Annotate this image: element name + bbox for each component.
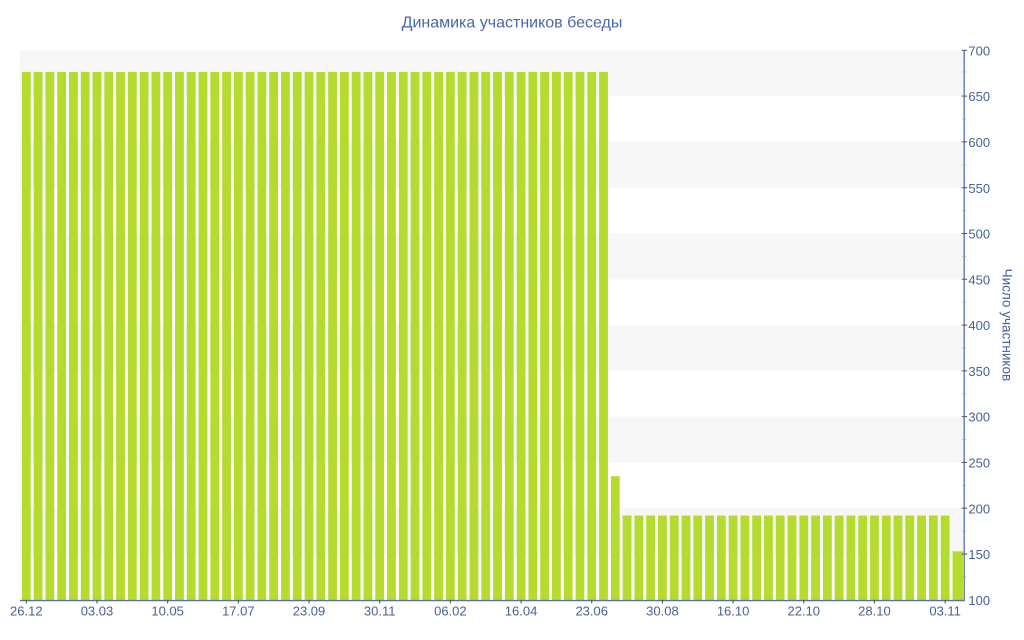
svg-text:700: 700 [968,43,990,58]
svg-text:Число участников: Число участников [999,269,1014,382]
svg-text:450: 450 [968,272,990,287]
svg-text:03.11: 03.11 [929,604,961,619]
svg-text:350: 350 [968,364,990,379]
svg-text:150: 150 [968,547,990,562]
svg-text:250: 250 [968,456,990,471]
svg-text:500: 500 [968,227,990,242]
svg-text:550: 550 [968,181,990,196]
svg-text:30.11: 30.11 [364,604,396,619]
svg-text:23.09: 23.09 [293,604,326,619]
svg-text:650: 650 [968,89,990,104]
svg-text:600: 600 [968,135,990,150]
svg-text:22.10: 22.10 [788,604,821,619]
svg-text:30.08: 30.08 [646,604,679,619]
svg-text:400: 400 [968,318,990,333]
svg-text:Динамика участников беседы: Динамика участников беседы [402,15,623,32]
svg-text:16.10: 16.10 [717,604,750,619]
svg-text:300: 300 [968,410,990,425]
svg-text:10.05: 10.05 [151,604,184,619]
svg-text:03.03: 03.03 [81,604,114,619]
svg-text:200: 200 [968,501,990,516]
svg-text:100: 100 [968,593,990,608]
svg-text:16.04: 16.04 [505,604,538,619]
svg-text:23.06: 23.06 [575,604,608,619]
svg-text:26.12: 26.12 [10,604,43,619]
svg-text:28.10: 28.10 [858,604,891,619]
svg-text:17.07: 17.07 [222,604,255,619]
svg-text:06.02: 06.02 [434,604,467,619]
